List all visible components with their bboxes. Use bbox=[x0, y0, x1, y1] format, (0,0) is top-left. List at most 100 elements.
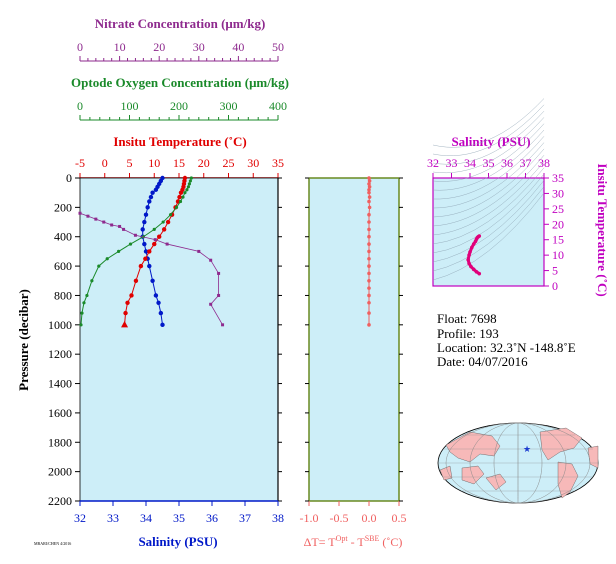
nitrate-line bbox=[79, 212, 223, 326]
oxygen-point bbox=[79, 323, 83, 327]
oxygen-point bbox=[186, 185, 191, 189]
isopycnal bbox=[432, 161, 545, 236]
oxygen-point bbox=[183, 191, 187, 195]
tick-label: 32 bbox=[74, 511, 86, 525]
tick-label: 38 bbox=[538, 156, 550, 170]
oxygen-point bbox=[168, 213, 173, 217]
salinity-point bbox=[156, 300, 161, 305]
float-marker-icon: ★ bbox=[523, 444, 531, 454]
temperature-point bbox=[121, 320, 129, 328]
delta-t-point bbox=[367, 323, 371, 327]
tick-label: 0 bbox=[552, 279, 558, 293]
oxygen-point bbox=[187, 182, 191, 186]
temperature-point bbox=[123, 310, 128, 316]
nitrate-point bbox=[78, 211, 82, 215]
temperature-point bbox=[178, 190, 184, 195]
nitrate-point bbox=[217, 271, 221, 275]
delta-t-point bbox=[367, 176, 371, 180]
ts-point bbox=[466, 257, 470, 262]
tick-label: 30 bbox=[247, 156, 259, 170]
temperature-point bbox=[143, 256, 148, 261]
isopycnal bbox=[432, 136, 545, 200]
delta-t-point bbox=[367, 293, 371, 298]
world-map: ★ bbox=[437, 422, 599, 504]
tick-label: 10 bbox=[552, 248, 564, 262]
tick-label: 0.5 bbox=[392, 511, 407, 525]
oxygen-point bbox=[128, 242, 133, 246]
ts-point bbox=[471, 242, 476, 246]
tick-label: 300 bbox=[220, 99, 238, 113]
oxygen-point bbox=[161, 220, 165, 224]
tick-label: 25 bbox=[552, 202, 564, 216]
tick-label: 5 bbox=[127, 156, 133, 170]
salinity-axis: 32 33 34 35 36 37 38 bbox=[74, 500, 284, 525]
delta-t-point bbox=[367, 249, 371, 254]
tick-label: 400 bbox=[54, 230, 72, 244]
tick-label: 2000 bbox=[48, 465, 72, 479]
tick-label: 400 bbox=[269, 99, 287, 113]
delta-t-point bbox=[367, 195, 372, 199]
profile-series bbox=[78, 175, 225, 328]
temperature-axis: Insitu Temperature (˚C) -5 0 5 10 15 20 25 30 35 bbox=[75, 134, 284, 179]
nitrate-point bbox=[209, 302, 213, 306]
isopycnal bbox=[432, 192, 545, 281]
temperature-point bbox=[161, 227, 167, 232]
temperature-point bbox=[147, 249, 152, 254]
tick-label: 1400 bbox=[48, 377, 72, 391]
tick-label: -1.0 bbox=[300, 511, 319, 525]
tick-label: 10 bbox=[148, 156, 160, 170]
ts-point bbox=[474, 270, 479, 274]
ts-isopycnals bbox=[432, 98, 545, 281]
nitrate-axis: Nitrate Concentration (μm/kg) 0 10 20 30 40 5… bbox=[77, 16, 284, 62]
tick-label: 36 bbox=[501, 156, 513, 170]
salinity-point bbox=[143, 249, 149, 254]
delta-t-point bbox=[367, 205, 372, 210]
oxygen-point bbox=[97, 264, 101, 268]
tick-label: 37 bbox=[239, 511, 251, 525]
salinity-point bbox=[150, 278, 155, 283]
tick-label: 1800 bbox=[48, 435, 72, 449]
salinity-axis-label: Salinity (PSU) bbox=[138, 534, 217, 549]
delta-t-point bbox=[367, 286, 371, 290]
nitrate-point bbox=[133, 233, 137, 237]
tick-label: 10 bbox=[114, 40, 126, 54]
oxygen-point bbox=[80, 311, 84, 315]
ts-point bbox=[471, 267, 476, 272]
delta-t-panel bbox=[308, 177, 400, 502]
map-graticule bbox=[438, 422, 598, 504]
isopycnal bbox=[432, 98, 545, 148]
tick-label: 1200 bbox=[48, 347, 72, 361]
tick-label: 35 bbox=[552, 171, 564, 185]
nitrate-point bbox=[86, 214, 90, 218]
isopycnal bbox=[432, 110, 545, 165]
nitrate-point bbox=[94, 217, 98, 221]
salinity-point bbox=[142, 241, 147, 247]
salinity-point bbox=[153, 187, 159, 192]
delta-t-point bbox=[367, 264, 371, 268]
oxygen-line bbox=[80, 177, 192, 325]
nitrate-point bbox=[217, 293, 221, 297]
isopycnal bbox=[432, 123, 545, 182]
isopycnal bbox=[432, 142, 545, 209]
profile-number: Profile: 193 bbox=[437, 326, 499, 341]
tick-label: 200 bbox=[170, 99, 188, 113]
salinity-point bbox=[145, 205, 150, 210]
oxygen-axis-label: Optode Oxygen Concentration (μm/kg) bbox=[71, 75, 289, 90]
tick-label: 100 bbox=[121, 99, 139, 113]
tick-label: -5 bbox=[75, 156, 85, 170]
temperature-point bbox=[165, 219, 171, 225]
tick-label: 30 bbox=[193, 40, 205, 54]
delta-t-point bbox=[367, 212, 371, 217]
tick-label: 600 bbox=[54, 259, 72, 273]
ts-point bbox=[467, 253, 471, 257]
salinity-point bbox=[150, 190, 155, 195]
tick-label: 30 bbox=[552, 186, 564, 200]
isopycnal bbox=[432, 155, 545, 227]
isopycnal bbox=[432, 129, 545, 191]
tick-label: 5 bbox=[552, 264, 558, 278]
temperature-axis-label: Insitu Temperature (˚C) bbox=[113, 134, 246, 149]
salinity-point bbox=[147, 263, 152, 269]
isopycnal bbox=[432, 186, 545, 272]
tick-label: 50 bbox=[272, 40, 284, 54]
